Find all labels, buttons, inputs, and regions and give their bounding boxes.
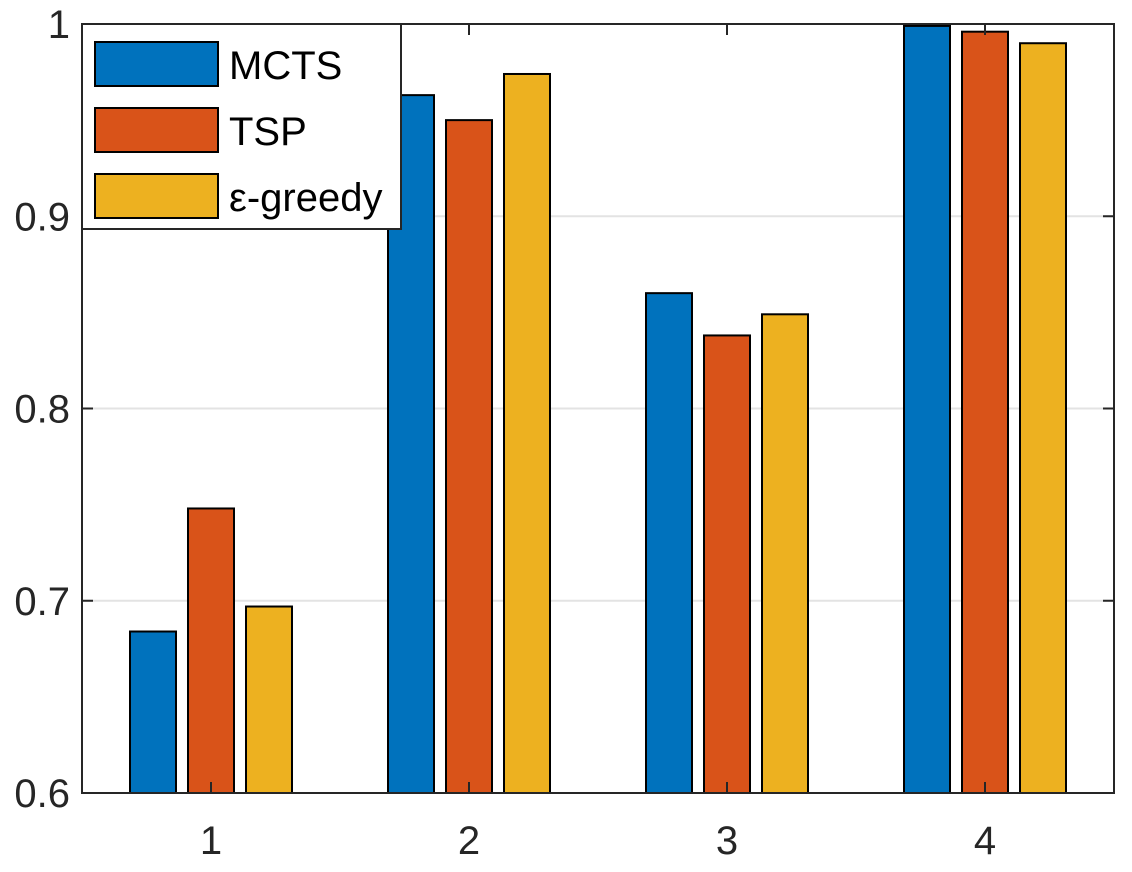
bar-greedy-2 bbox=[503, 72, 551, 795]
bars bbox=[129, 24, 1067, 795]
bar-mcts-3 bbox=[645, 292, 693, 794]
legend-swatch bbox=[94, 41, 219, 87]
legend: MCTS TSP ε-greedy bbox=[81, 23, 402, 230]
bar-mcts-4 bbox=[903, 24, 951, 795]
bar-tsp-1 bbox=[187, 507, 235, 794]
gridlines bbox=[82, 215, 1114, 602]
x-tick-label: 1 bbox=[200, 819, 222, 863]
legend-swatch bbox=[94, 107, 219, 153]
bar-greedy-4 bbox=[1019, 42, 1067, 795]
bar-tsp-3 bbox=[703, 334, 751, 794]
legend-label: ε-greedy bbox=[229, 176, 382, 220]
x-tick-label: 4 bbox=[974, 819, 996, 863]
legend-swatch bbox=[94, 173, 219, 219]
y-tick-label: 0.9 bbox=[14, 195, 70, 239]
legend-label: TSP bbox=[229, 110, 307, 154]
y-tick-label: 0.8 bbox=[14, 388, 70, 432]
bar-tsp-4 bbox=[961, 30, 1009, 794]
axis-ticks: 0.6 0.7 0.8 0.9 1 1 2 3 4 bbox=[14, 3, 1114, 863]
bar-greedy-1 bbox=[245, 605, 293, 795]
y-tick-label: 0.6 bbox=[14, 772, 70, 816]
bar-tsp-2 bbox=[445, 119, 493, 794]
bar-mcts-1 bbox=[129, 630, 177, 795]
legend-label: MCTS bbox=[229, 44, 342, 88]
x-tick-label: 3 bbox=[716, 819, 738, 863]
bar-greedy-3 bbox=[761, 313, 809, 794]
y-tick-label: 1 bbox=[48, 3, 70, 47]
x-tick-label: 2 bbox=[458, 819, 480, 863]
y-tick-label: 0.7 bbox=[14, 580, 70, 624]
